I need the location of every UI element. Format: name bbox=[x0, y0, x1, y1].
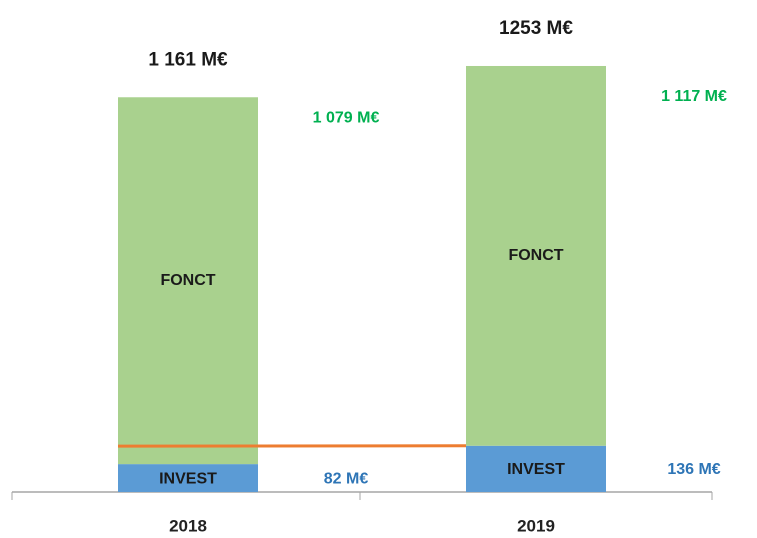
value-label: 82 M€ bbox=[324, 470, 369, 487]
segment-name: FONCT bbox=[160, 272, 215, 289]
bar-segment bbox=[466, 445, 606, 492]
bar-segment bbox=[118, 97, 258, 465]
total-label: 1 161 M€ bbox=[148, 49, 228, 70]
value-label: 1 117 M€ bbox=[661, 88, 727, 105]
segment-name: INVEST bbox=[507, 461, 565, 478]
segment-name: FONCT bbox=[508, 247, 563, 264]
x-tick-label: 2019 bbox=[517, 516, 555, 535]
segment-name: INVEST bbox=[159, 470, 217, 487]
bar-segment bbox=[118, 464, 258, 492]
value-label: 1 079 M€ bbox=[313, 109, 380, 126]
bar-segment bbox=[466, 65, 606, 446]
total-label: 1253 M€ bbox=[499, 18, 573, 39]
x-tick-label: 2018 bbox=[169, 516, 207, 535]
value-label: 136 M€ bbox=[667, 461, 720, 478]
